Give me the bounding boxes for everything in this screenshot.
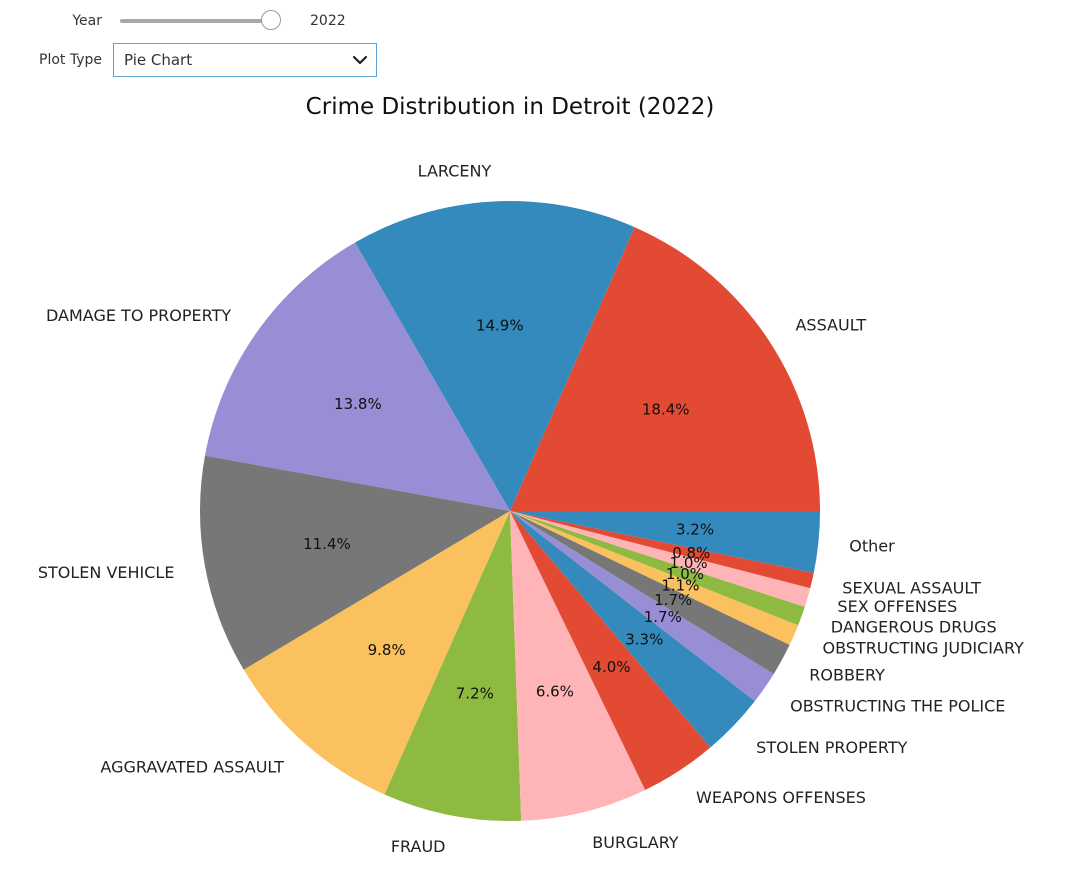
category-label-dangerous-drugs: DANGEROUS DRUGS bbox=[831, 618, 997, 637]
pct-label-sexual-assault: 0.8% bbox=[672, 544, 710, 562]
pie-slice-other bbox=[510, 511, 820, 573]
pct-label-damage-to-property: 13.8% bbox=[334, 395, 382, 413]
pct-label-weapons-offenses: 4.0% bbox=[592, 658, 630, 676]
category-label-robbery: ROBBERY bbox=[809, 665, 885, 684]
category-label-fraud: FRAUD bbox=[391, 837, 446, 856]
pct-label-stolen-property: 3.3% bbox=[625, 631, 663, 649]
pie-slice-obstructing-the-police bbox=[510, 511, 774, 702]
pct-label-larceny: 14.9% bbox=[476, 316, 524, 334]
percentage-labels: 18.4% 14.9% 13.8% 11.4% 9.8% 7.2% 6.6% 4.0% 3.3%… bbox=[303, 316, 714, 702]
pie-slice-sexual-assault bbox=[510, 511, 814, 589]
plot-type-select[interactable]: Pie Chart bbox=[113, 43, 377, 77]
category-label-assault: ASSAULT bbox=[795, 316, 866, 335]
pct-label-burglary: 6.6% bbox=[536, 683, 574, 701]
plot-type-control: Plot Type Pie Chart bbox=[0, 43, 377, 77]
pie-slice-aggravated-assault bbox=[243, 511, 510, 795]
category-label-obstructing-the-police: OBSTRUCTING THE POLICE bbox=[790, 696, 1005, 715]
pie-slices bbox=[199, 201, 820, 821]
category-label-damage-to-property: DAMAGE TO PROPERTY bbox=[46, 306, 231, 325]
plot-type-value: Pie Chart bbox=[124, 51, 193, 69]
pie-slice-sex-offenses bbox=[510, 511, 811, 607]
pie-slice-dangerous-drugs bbox=[510, 511, 805, 626]
category-label-weapons-offenses: WEAPONS OFFENSES bbox=[696, 788, 866, 807]
category-label-burglary: BURGLARY bbox=[592, 833, 679, 852]
year-slider-handle[interactable] bbox=[261, 10, 281, 30]
year-control: Year 2022 bbox=[0, 7, 346, 35]
year-readout: 2022 bbox=[310, 13, 346, 29]
pct-label-fraud: 7.2% bbox=[456, 685, 494, 703]
chevron-down-icon[interactable] bbox=[352, 55, 368, 65]
pie-slice-robbery bbox=[510, 511, 790, 674]
pct-label-sex-offenses: 1.0% bbox=[670, 554, 708, 572]
plot-type-label: Plot Type bbox=[39, 52, 102, 68]
chart-title: Crime Distribution in Detroit (2022) bbox=[306, 94, 715, 120]
pie-slice-stolen-vehicle bbox=[199, 455, 510, 670]
category-label-stolen-vehicle: STOLEN VEHICLE bbox=[38, 563, 175, 582]
category-label-sex-offenses: SEX OFFENSES bbox=[837, 597, 957, 616]
pie-slice-damage-to-property bbox=[204, 242, 510, 512]
pie-slice-assault bbox=[510, 227, 820, 511]
pie-slice-fraud bbox=[384, 511, 522, 821]
pct-label-obstructing-judiciary: 1.1% bbox=[661, 576, 699, 594]
category-label-obstructing-judiciary: OBSTRUCTING JUDICIARY bbox=[822, 639, 1024, 658]
category-label-larceny: LARCENY bbox=[418, 162, 492, 181]
pct-label-obstructing-the-police: 1.7% bbox=[644, 608, 682, 626]
category-label-stolen-property: STOLEN PROPERTY bbox=[756, 738, 907, 757]
pct-label-other: 3.2% bbox=[676, 521, 714, 539]
pie-slice-stolen-property bbox=[510, 511, 755, 748]
pie-slice-weapons-offenses bbox=[510, 511, 711, 790]
pct-label-stolen-vehicle: 11.4% bbox=[303, 535, 351, 553]
category-label-other: Other bbox=[849, 536, 895, 555]
pct-label-assault: 18.4% bbox=[642, 400, 690, 418]
pie-slice-larceny bbox=[355, 201, 635, 511]
pie-slice-burglary bbox=[510, 511, 646, 821]
category-label-sexual-assault: SEXUAL ASSAULT bbox=[842, 579, 981, 598]
year-slider[interactable] bbox=[120, 7, 281, 35]
category-labels: ASSAULT LARCENY DAMAGE TO PROPERTY STOLEN V… bbox=[38, 162, 1024, 856]
pie-slice-obstructing-judiciary bbox=[510, 511, 799, 645]
category-label-aggravated-assault: AGGRAVATED ASSAULT bbox=[100, 757, 284, 776]
pct-label-dangerous-drugs: 1.0% bbox=[666, 565, 704, 583]
pct-label-robbery: 1.7% bbox=[654, 591, 692, 609]
year-label: Year bbox=[72, 13, 102, 29]
year-slider-fill bbox=[120, 19, 271, 23]
pct-label-aggravated-assault: 9.8% bbox=[368, 641, 406, 659]
